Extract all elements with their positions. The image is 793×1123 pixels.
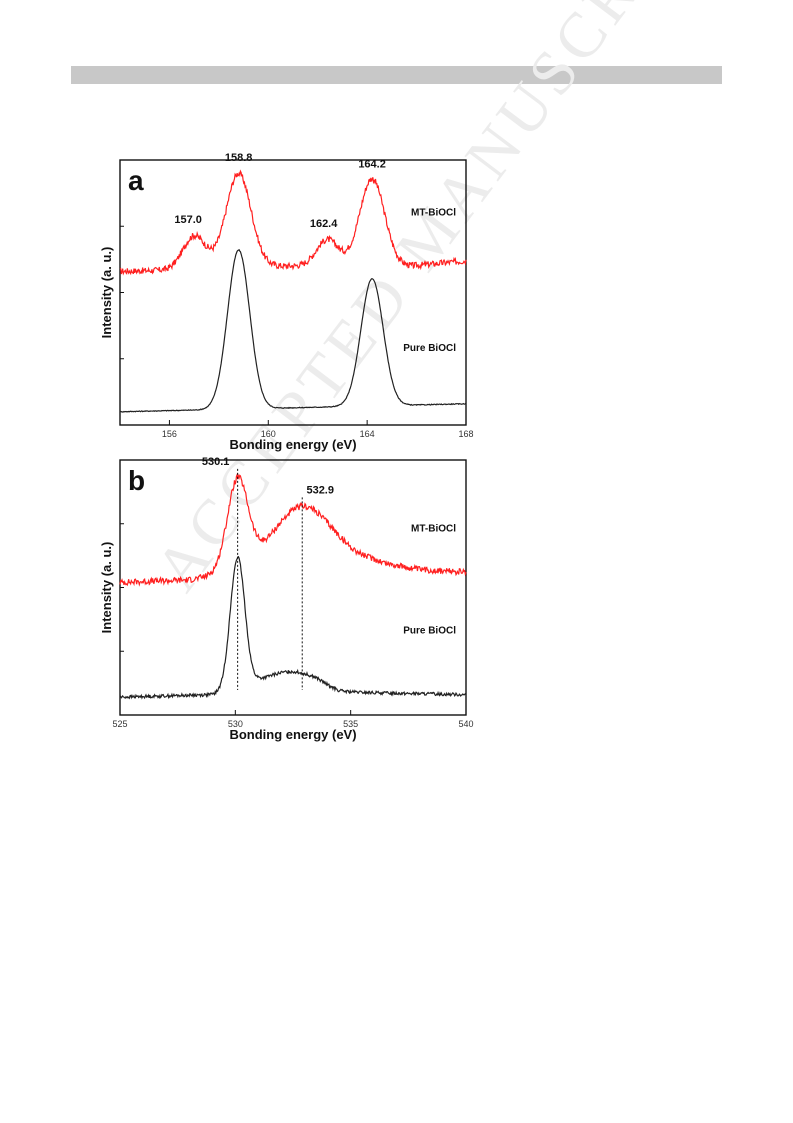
x-tick-label: 530 <box>228 719 243 729</box>
series-label: MT-BiOCl <box>411 523 456 534</box>
xps-figure: 156 160 164 168 Bonding energy (eV) Intensity… <box>99 150 480 742</box>
xps-figure-svg: 156 160 164 168 Bonding energy (eV) Intensity… <box>99 152 474 742</box>
x-tick-label: 525 <box>112 719 127 729</box>
x-tick-label: 156 <box>162 429 177 439</box>
x-tick-label: 540 <box>458 719 473 729</box>
series-label: Pure BiOCl <box>403 625 456 636</box>
y-axis-label: Intensity (a. u.) <box>100 542 114 634</box>
peak-label: 532.9 <box>306 484 334 496</box>
series-line-pure-biocl <box>119 248 467 413</box>
panel-label: a <box>128 165 144 196</box>
series-line-mt-biocl <box>119 472 467 587</box>
series-label: Pure BiOCl <box>403 343 456 354</box>
x-tick-label: 160 <box>261 429 276 439</box>
chart-panel-b: 525 530 535 540 Bonding energy (eV) Intensity… <box>99 456 474 742</box>
peak-label: 158.8 <box>225 152 253 164</box>
plot-frame <box>119 159 467 426</box>
peak-label: 530.1 <box>202 456 230 468</box>
peak-label: 162.4 <box>310 218 338 230</box>
plot-frame <box>119 459 467 716</box>
series-label: MT-BiOCl <box>411 208 456 219</box>
x-axis-label: Bonding energy (eV) <box>229 437 356 452</box>
series-line-mt-biocl <box>119 169 467 276</box>
header-bar <box>71 66 722 84</box>
series-line-pure-biocl <box>119 555 467 700</box>
x-tick-label: 164 <box>360 429 375 439</box>
x-tick-label: 168 <box>458 429 473 439</box>
peak-label: 164.2 <box>358 158 386 170</box>
x-tick-label: 535 <box>343 719 358 729</box>
x-axis-label: Bonding energy (eV) <box>229 727 356 742</box>
y-axis-label: Intensity (a. u.) <box>100 247 114 339</box>
panel-label: b <box>128 465 145 496</box>
chart-panel-a: 156 160 164 168 Bonding energy (eV) Intensity… <box>99 152 474 452</box>
peak-label: 157.0 <box>174 214 202 226</box>
